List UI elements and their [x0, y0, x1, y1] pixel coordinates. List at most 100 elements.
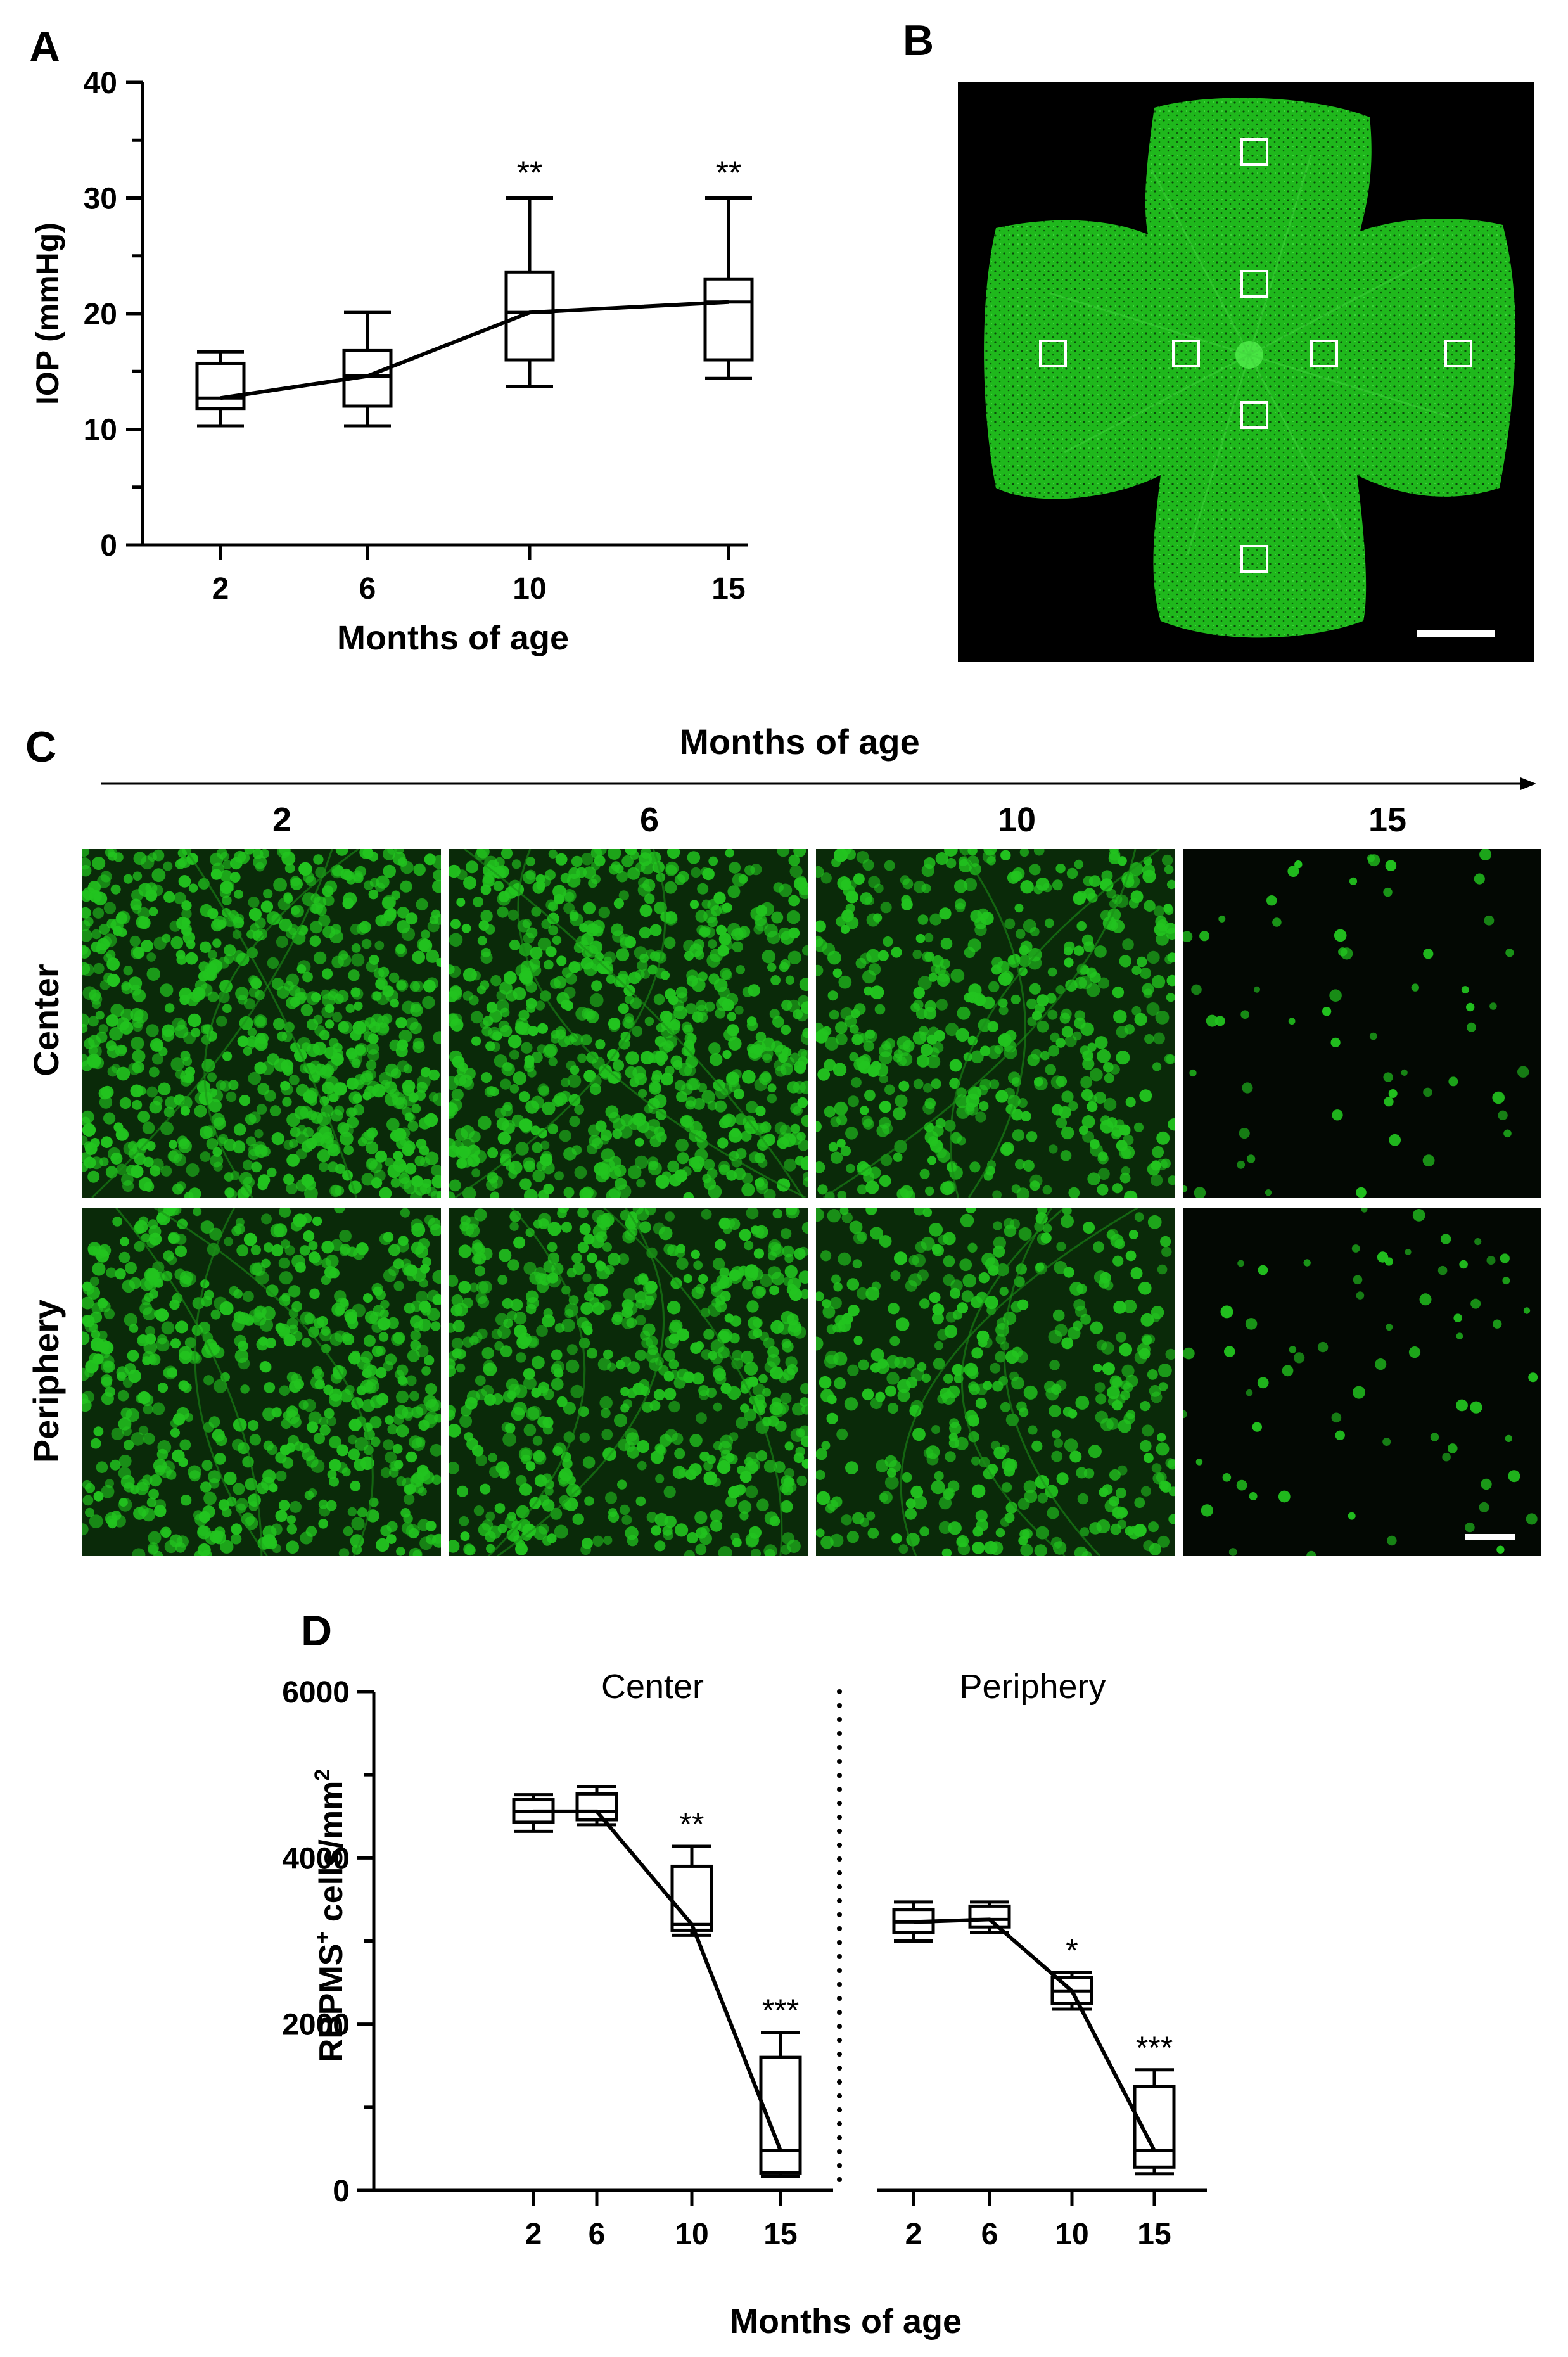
panel-letter-d: D [301, 1607, 333, 1655]
x-tick-label: 6 [981, 2218, 998, 2251]
blood-vessel [1249, 256, 1435, 356]
x-tick-label: 6 [359, 572, 376, 606]
iqr-box [968, 1904, 1011, 1929]
rbpms-axes: 0 2000 4000 6000 RBPMS+ cells/mm2 Months of a… [282, 1676, 1207, 2341]
blood-vessel [1249, 354, 1450, 418]
column-label-15: 15 [1368, 801, 1406, 839]
significance-label: * [1066, 1932, 1078, 1968]
box-2 [892, 1900, 935, 1943]
blood-vessel [1151, 169, 1251, 355]
micrograph-periphery-2-months [82, 1208, 441, 1556]
iqr-box [575, 1792, 618, 1822]
box-10: * [1050, 1932, 1093, 2011]
micrograph-center-10-months [816, 849, 1175, 1198]
y-tick-label: 20 [84, 298, 117, 331]
x-tick-label: 2 [905, 2218, 922, 2251]
iop-boxes: ** ** [195, 155, 754, 428]
x-tick-label: 10 [1055, 2218, 1088, 2251]
panel-c-header: Months of age 2 6 10 15 [101, 722, 1536, 839]
row-label-periphery: Periphery [26, 1300, 66, 1463]
micrograph-periphery-15-months [1183, 1208, 1541, 1556]
sample-region-box [1240, 545, 1268, 573]
retina-flatmount-image [958, 82, 1534, 662]
y-tick-label: 6000 [282, 1676, 350, 1709]
blood-vessel [1064, 354, 1250, 454]
blood-vessel [1187, 354, 1251, 555]
x-tick-label: 15 [763, 2218, 797, 2251]
micrograph-center-2-months [82, 849, 441, 1198]
row-label-center: Center [26, 964, 66, 1076]
group-label: Center [601, 1668, 704, 1706]
x-tick-label: 15 [711, 572, 745, 606]
y-tick-label: 30 [84, 182, 117, 216]
y-tick-label: 4000 [282, 1842, 350, 1875]
sample-region-box [1240, 401, 1268, 429]
sample-region-box [1240, 270, 1268, 298]
box-15: *** [759, 1993, 802, 2178]
rgc-micrograph-grid [82, 849, 1541, 1559]
iqr-box [703, 277, 754, 362]
sample-region-box [1310, 340, 1338, 367]
panel-letter-c: C [25, 723, 57, 771]
box-2 [195, 350, 246, 428]
significance-label: *** [762, 1993, 799, 2028]
panel-c-row-labels: Center Periphery [26, 964, 66, 1463]
column-label-6: 6 [640, 801, 659, 839]
box-10: ** [670, 1806, 713, 1937]
y-axis-label: IOP (mmHg) [30, 222, 65, 405]
significance-label: ** [680, 1806, 704, 1842]
x-tick-label: 6 [589, 2218, 606, 2251]
rbpms-box-chart: 0 2000 4000 6000 RBPMS+ cells/mm2 Months of a… [282, 1668, 1207, 2341]
iqr-box [195, 361, 246, 411]
blood-vessel [1049, 292, 1250, 356]
iop-axes: 0 10 20 30 40 2 6 10 15 Months of age IOP (mmHg) [30, 67, 748, 657]
box-6 [575, 1785, 618, 1827]
x-axis-label: Months of age [337, 619, 569, 657]
column-label-10: 10 [998, 801, 1036, 839]
x-tick-label: 15 [1137, 2218, 1171, 2251]
panel-c-title: Months of age [679, 722, 920, 762]
box-15: ** [703, 155, 754, 380]
micrograph-center-15-months [1183, 849, 1541, 1198]
y-tick-label: 0 [333, 2175, 350, 2208]
iqr-box [1133, 2085, 1176, 2169]
median-trend-line [913, 1917, 1156, 2152]
micrograph-center-6-months [449, 849, 808, 1198]
y-tick-label: 2000 [282, 2009, 350, 2042]
sample-region-box [1039, 340, 1067, 367]
significance-label: *** [1136, 2030, 1173, 2066]
y-tick-label: 0 [100, 529, 117, 563]
y-axis-label: RBPMS+ cells/mm2 [310, 1769, 350, 2063]
y-tick-label: 10 [84, 414, 117, 447]
panel-letter-a: A [29, 23, 61, 71]
y-tick-label: 40 [84, 67, 117, 100]
box-10: ** [504, 155, 555, 388]
iqr-box [504, 270, 555, 362]
iop-box-chart: 0 10 20 30 40 2 6 10 15 Months of age IOP (mmHg) **… [30, 67, 754, 657]
sample-region-box [1240, 138, 1268, 166]
iqr-box [670, 1864, 713, 1932]
blood-vessel [1248, 354, 1348, 540]
group-label: Periphery [959, 1668, 1106, 1706]
micrograph-periphery-6-months [449, 1208, 808, 1556]
significance-label: ** [716, 155, 741, 192]
sample-region-box [1444, 340, 1472, 367]
median-trend-line [220, 300, 729, 400]
panel-letter-b: B [903, 16, 934, 65]
retina-flatmount-drawing [984, 98, 1515, 638]
box-15: *** [1133, 2030, 1176, 2176]
iqr-box [759, 2055, 802, 2175]
significance-label: ** [517, 155, 542, 192]
median-trend-line [533, 1809, 782, 2152]
x-tick-label: 10 [513, 572, 546, 606]
sample-region-box [1172, 340, 1200, 367]
x-tick-label: 2 [212, 572, 229, 606]
micrograph-periphery-10-months [816, 1208, 1175, 1556]
x-axis-label: Months of age [730, 2303, 962, 2341]
x-tick-label: 2 [525, 2218, 542, 2251]
x-tick-label: 10 [675, 2218, 708, 2251]
column-label-2: 2 [272, 801, 291, 839]
blood-vessel [1248, 155, 1312, 355]
